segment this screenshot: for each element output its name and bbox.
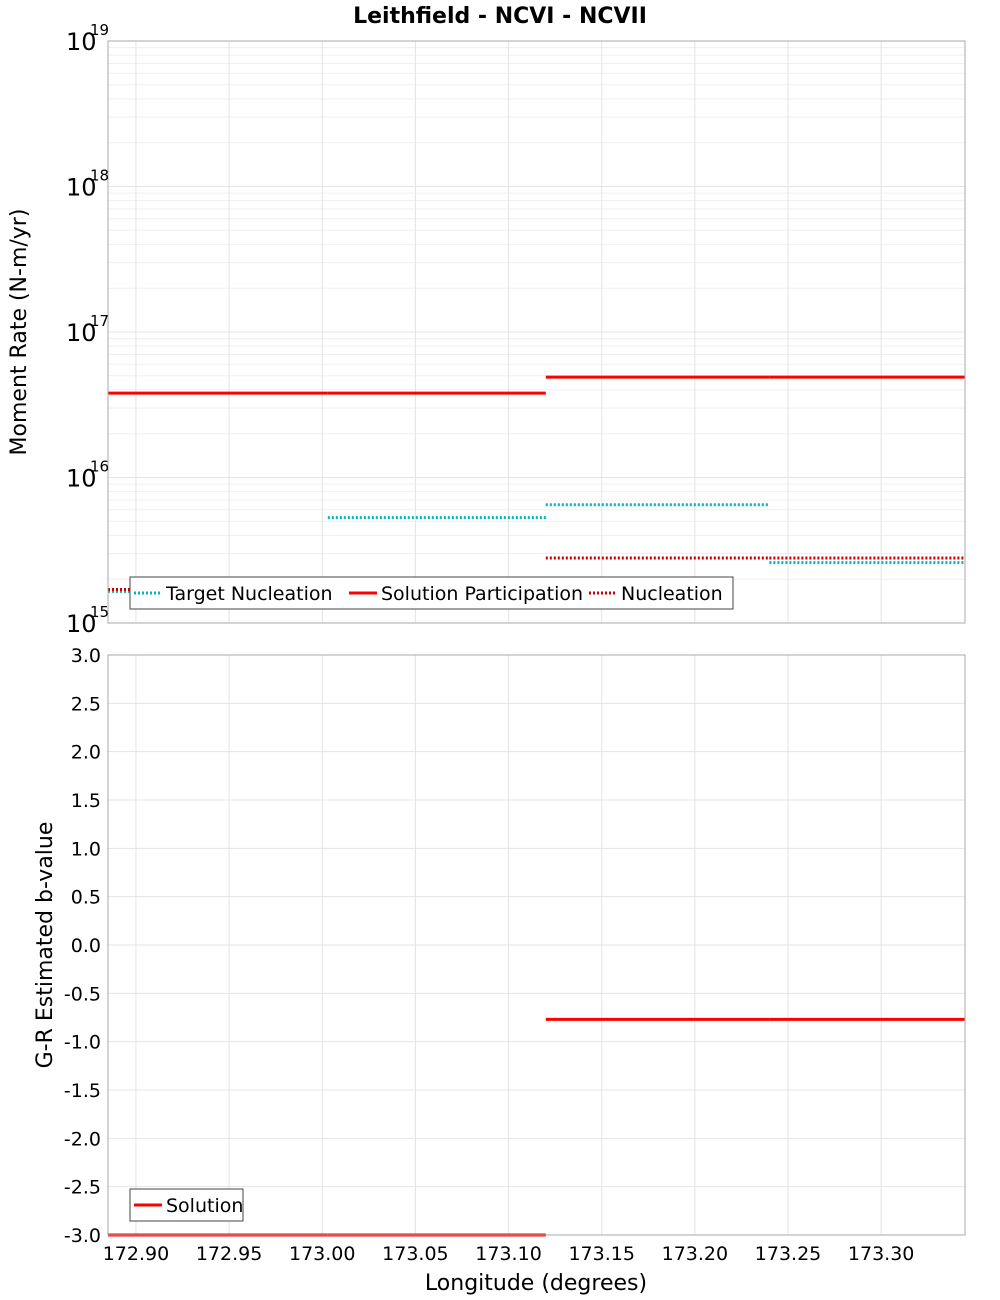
plot-frame (107, 40, 966, 624)
y-tick-label: 1.0 (71, 838, 101, 860)
x-tick-label: 173.00 (289, 1243, 355, 1265)
y-tick-label: 10 (66, 610, 97, 638)
y-tick-exponent: 19 (90, 21, 109, 39)
legend-label: Target Nucleation (165, 583, 333, 605)
y-axis-label: G-R Estimated b-value (33, 822, 58, 1069)
y-tick-label: 0.0 (71, 935, 101, 957)
x-axis: 172.90 172.95 173.00 173.05 173.10 173.15 173.… (103, 1243, 915, 1265)
legend-box (129, 576, 734, 610)
y-tick-label: -1.0 (64, 1032, 101, 1054)
legend-label: Solution Participation (381, 583, 583, 605)
y-tick-label: 10 (66, 465, 97, 493)
y-tick-exponent: 16 (90, 458, 109, 476)
y-tick-label: 3.0 (71, 645, 101, 667)
y-tick-label: -3.0 (64, 1225, 101, 1247)
y-tick-label: 0.5 (71, 887, 101, 909)
b-value-panel: 3.0 2.5 2.0 1.5 1.0 0.5 0.0 -0.5 -1.0 -1.5 -2.0 -2.… (33, 645, 966, 1247)
y-tick-label: -1.5 (64, 1080, 101, 1102)
y-axis-label: Moment Rate (N-m/yr) (7, 209, 32, 456)
x-tick-label: 173.30 (848, 1243, 914, 1265)
y-tick-label: 1.5 (71, 790, 101, 812)
y-tick-label: -2.0 (64, 1128, 101, 1150)
x-tick-label: 173.05 (382, 1243, 448, 1265)
chart-title: Leithfield - NCVI - NCVII (353, 4, 647, 29)
y-tick-label: 10 (66, 319, 97, 347)
legend-label: Nucleation (621, 583, 723, 605)
y-tick-label: -2.5 (64, 1177, 101, 1199)
x-tick-label: 173.20 (662, 1243, 728, 1265)
y-tick-label: 2.0 (71, 742, 101, 764)
y-tick-exponent: 18 (90, 167, 109, 185)
y-tick-exponent: 17 (90, 312, 109, 330)
x-tick-label: 173.15 (568, 1243, 634, 1265)
y-tick-exponent: 15 (90, 603, 109, 621)
x-tick-label: 173.25 (755, 1243, 821, 1265)
y-tick-label: -0.5 (64, 983, 101, 1005)
y-tick-label: 10 (66, 174, 97, 202)
x-axis-label: Longitude (degrees) (425, 1271, 647, 1296)
legend-label: Solution (166, 1195, 243, 1217)
x-tick-label: 173.10 (475, 1243, 541, 1265)
plot-frame (107, 654, 966, 1236)
x-tick-label: 172.95 (196, 1243, 262, 1265)
x-tick-label: 172.90 (103, 1243, 169, 1265)
y-tick-label: 10 (66, 28, 97, 56)
y-tick-label: 2.5 (71, 693, 101, 715)
